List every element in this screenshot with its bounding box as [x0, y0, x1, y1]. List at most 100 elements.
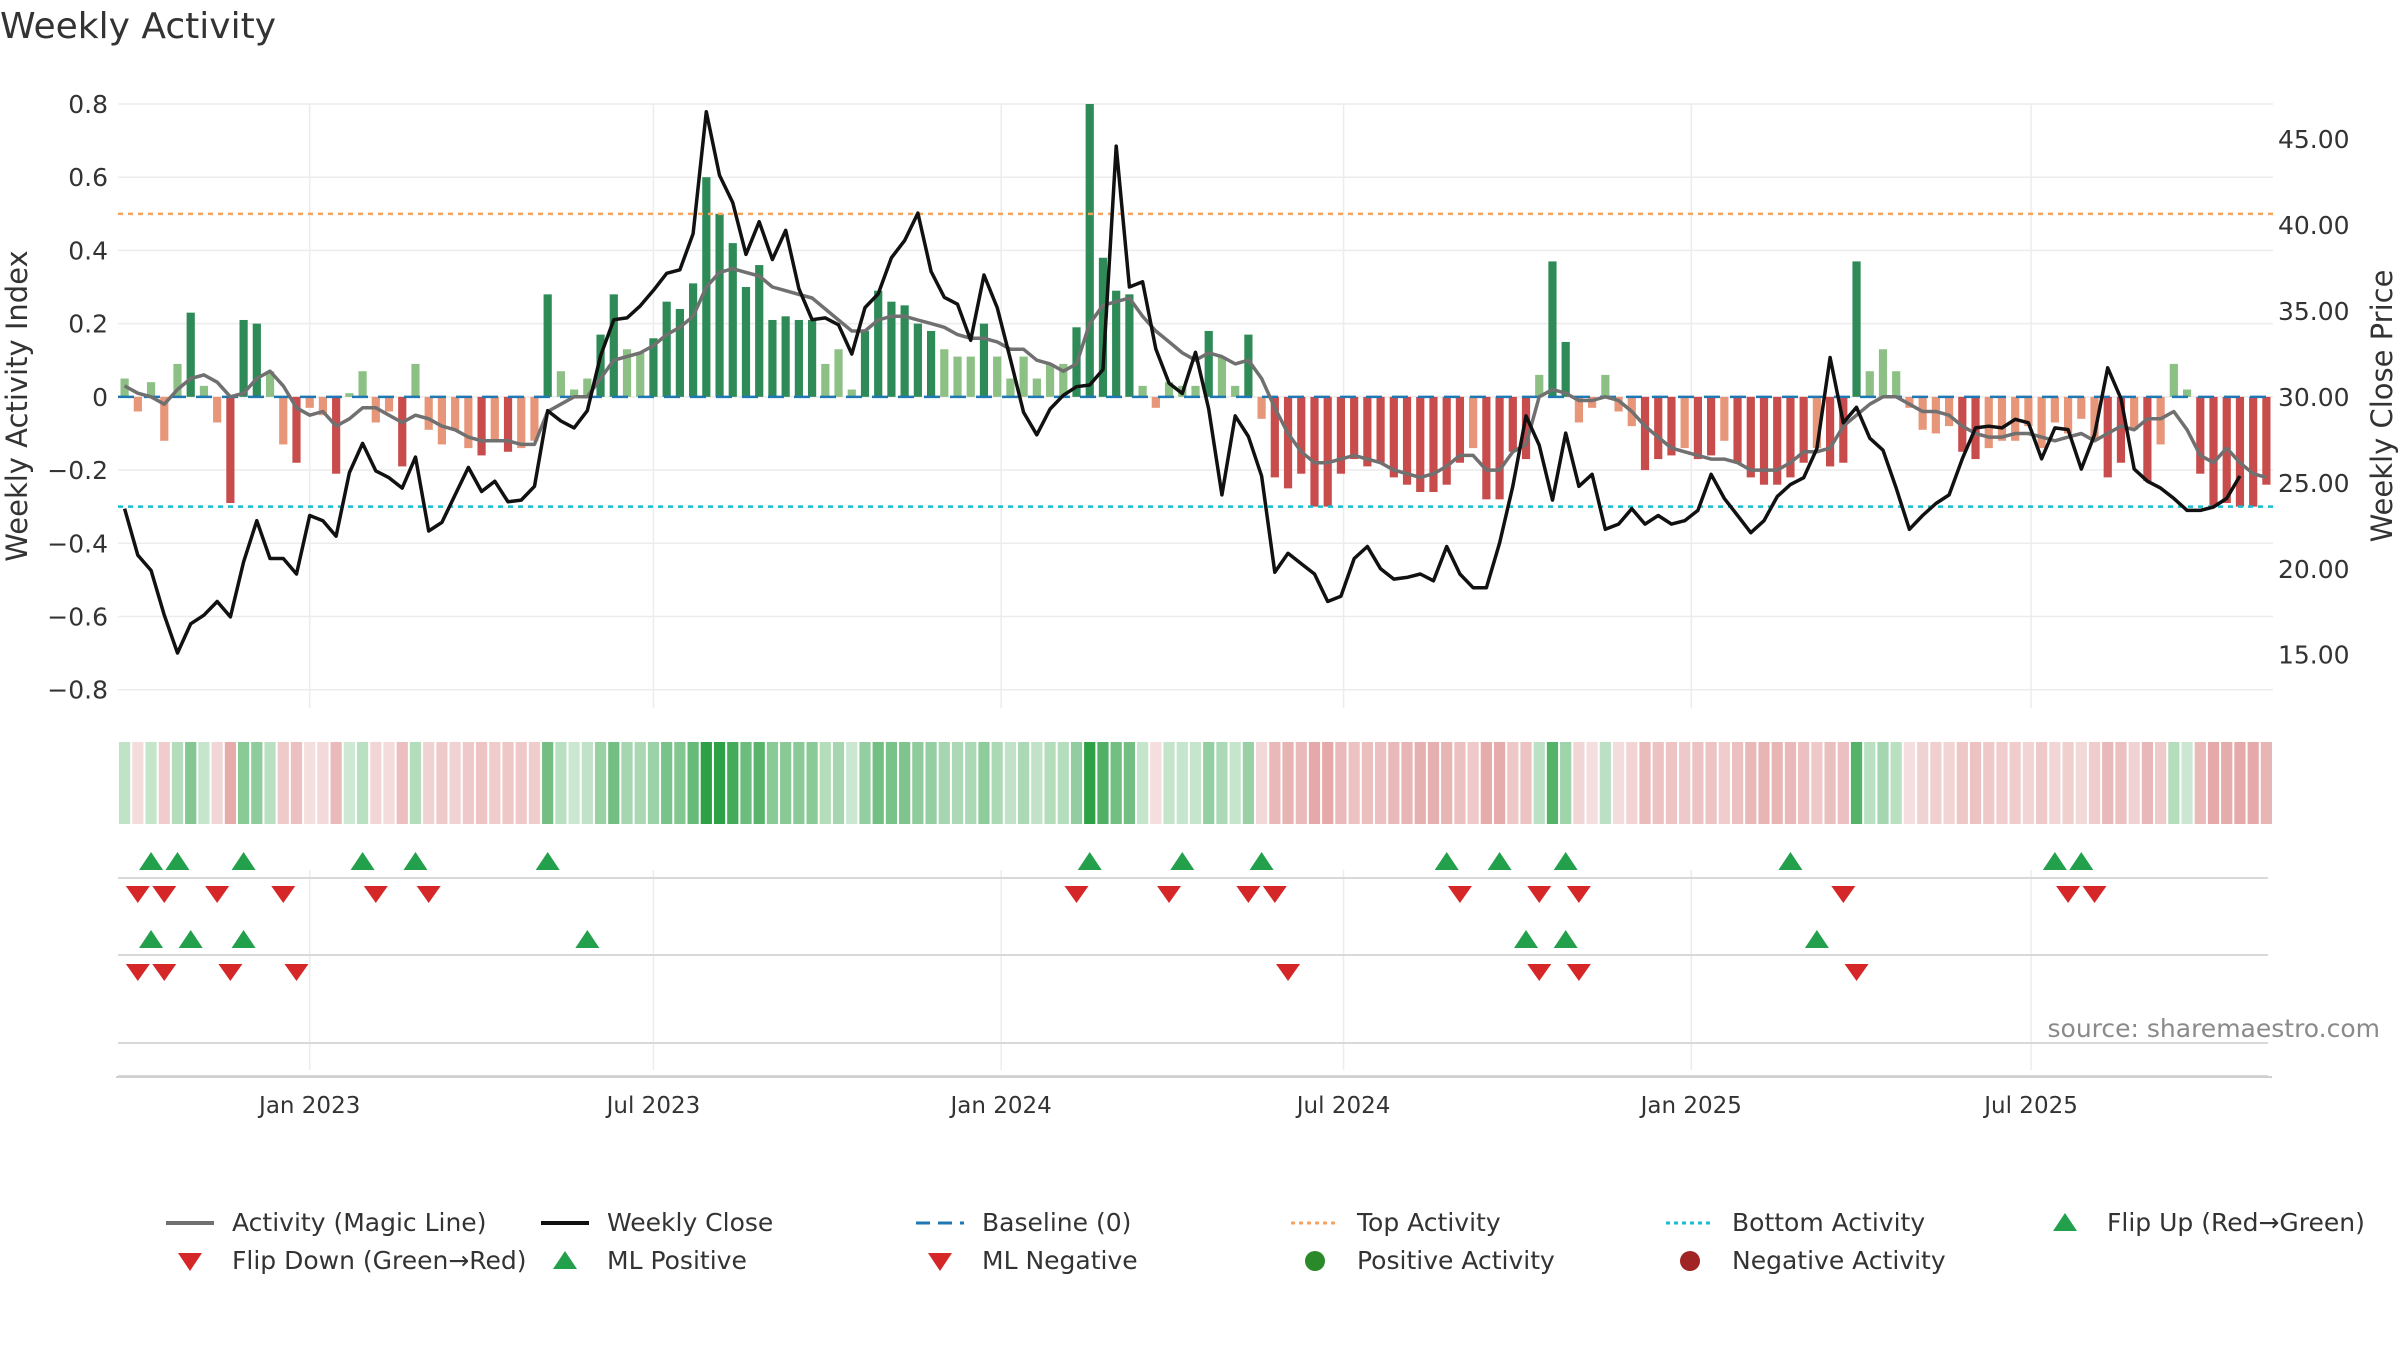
heat-cell: [753, 742, 765, 824]
activity-bar: [1376, 396, 1385, 463]
activity-bar: [649, 338, 658, 397]
signal-markers: [118, 852, 2268, 1077]
activity-bar: [1799, 396, 1808, 463]
heat-cell: [383, 742, 395, 824]
activity-bar: [556, 371, 565, 397]
heat-cell: [1837, 742, 1849, 824]
heat-cell: [343, 742, 355, 824]
activity-bar: [1574, 396, 1584, 423]
heat-cell: [978, 742, 990, 824]
activity-bar: [940, 349, 949, 397]
axes: 0.8 0.6 0.4 0.2 0 −0.2 −0.4 −0.6 −0.8 45.00 40.00 3…: [0, 90, 2399, 705]
heat-cell: [1070, 742, 1083, 824]
activity-bar: [1601, 374, 1610, 397]
activity-bar: [1521, 396, 1531, 460]
activity-bar: [979, 323, 989, 397]
y2-tick-label: 30.00: [2278, 383, 2350, 412]
heat-cell: [462, 742, 474, 824]
activity-bar: [781, 316, 790, 397]
heat-cell: [1454, 742, 1466, 824]
activity-bar: [146, 382, 156, 397]
heat-cell: [1546, 742, 1559, 824]
activity-heat-strip: [119, 742, 2272, 824]
flip-down-marker: [152, 886, 177, 903]
activity-bar: [1138, 385, 1147, 397]
ml-negative-marker: [218, 964, 243, 981]
activity-bar: [926, 330, 936, 397]
heat-cell: [515, 742, 527, 824]
flip-down-marker: [271, 886, 296, 903]
heat-cell: [132, 742, 144, 824]
legend-item-positive-activity: Positive Activity: [1285, 1246, 1555, 1275]
reference-lines: [118, 212, 2273, 508]
heat-cell: [674, 742, 686, 824]
activity-bar: [1019, 356, 1028, 397]
heat-cell: [1586, 742, 1598, 824]
activity-bar: [1984, 396, 1993, 449]
activity-bar: [1085, 104, 1094, 397]
legend-label: Positive Activity: [1357, 1246, 1555, 1275]
activity-bar: [133, 396, 142, 412]
heat-cell: [740, 742, 752, 824]
activity-bar: [517, 396, 526, 449]
series-lines: [122, 109, 2267, 655]
heat-cell: [912, 742, 924, 824]
baseline-swatch: [916, 1221, 964, 1224]
flip-down-marker: [1447, 886, 1472, 903]
ml-positive-marker: [1553, 930, 1578, 948]
activity-bar: [1363, 396, 1372, 467]
heat-cell: [1824, 742, 1836, 824]
flip-up-marker: [1553, 852, 1578, 870]
flip-up-marker: [403, 852, 428, 870]
heat-cell: [1123, 742, 1136, 824]
heat-cell: [1903, 742, 1916, 824]
triangle-up-icon: [553, 1250, 577, 1269]
activity-bar: [1733, 396, 1742, 463]
weekly-close-line: [122, 109, 2242, 655]
activity-bar: [437, 396, 447, 445]
heat-cell: [409, 742, 422, 824]
flip-down-marker: [1262, 886, 1287, 903]
activity-bar: [2235, 396, 2245, 507]
activity-bar: [1918, 396, 1927, 430]
y2-axis-title: Weekly Close Price: [2365, 270, 2399, 543]
heat-cell: [1441, 742, 1453, 824]
heat-cell: [542, 742, 554, 824]
heat-cell: [1877, 742, 1889, 824]
heat-cell: [158, 742, 170, 824]
heat-cell: [1361, 742, 1373, 824]
activity-bar: [1231, 385, 1240, 397]
activity-bar: [794, 319, 803, 397]
heat-cell: [700, 742, 712, 824]
activity-bar: [1508, 396, 1517, 452]
activity-bar: [609, 294, 618, 397]
activity-bar: [2090, 396, 2099, 441]
legend-label: Bottom Activity: [1732, 1208, 1926, 1237]
heat-cell: [634, 742, 646, 824]
heat-cell: [2049, 742, 2061, 824]
activity-bar: [1759, 396, 1769, 485]
legend-label: Top Activity: [1357, 1208, 1501, 1237]
activity-bar: [1297, 396, 1306, 474]
flip-down-marker: [1566, 886, 1591, 903]
activity-bar: [966, 356, 975, 397]
heat-cell: [2115, 742, 2127, 824]
flip-down-marker: [205, 886, 230, 903]
activity-bar: [543, 294, 552, 397]
ml-negative-marker: [125, 964, 150, 981]
heat-cell: [317, 742, 329, 824]
legend-item-flip-up: Flip Up (Red→Green): [2035, 1208, 2365, 1237]
heat-cell: [2234, 742, 2246, 824]
heat-cell: [766, 742, 779, 824]
activity-bar: [1336, 396, 1346, 474]
activity-bar: [265, 371, 275, 397]
heat-cell: [555, 742, 567, 824]
heat-cell: [198, 742, 210, 824]
activity-bar: [807, 319, 817, 397]
activity-bar: [1878, 349, 1888, 397]
heat-cell: [1282, 742, 1294, 824]
heat-cell: [925, 742, 937, 824]
activity-bar: [675, 308, 684, 397]
flip-down-marker: [125, 886, 150, 903]
y-tick-label: 0: [92, 383, 108, 412]
